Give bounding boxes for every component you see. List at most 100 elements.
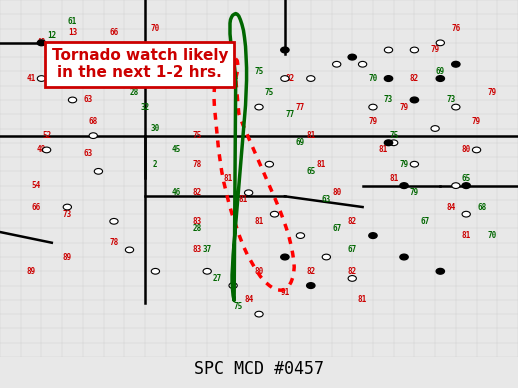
Text: 83: 83 — [192, 245, 202, 255]
Text: 60: 60 — [78, 60, 88, 69]
Text: 70: 70 — [487, 231, 497, 240]
Text: 82: 82 — [348, 217, 357, 226]
Text: 69: 69 — [436, 67, 445, 76]
Text: 29: 29 — [99, 53, 108, 62]
Text: 82: 82 — [192, 188, 202, 197]
Text: 79: 79 — [430, 45, 440, 54]
Circle shape — [384, 140, 393, 146]
Text: 82: 82 — [306, 267, 315, 276]
Circle shape — [37, 76, 46, 81]
Text: 68: 68 — [477, 203, 486, 211]
Text: 79: 79 — [399, 160, 409, 169]
Circle shape — [229, 283, 237, 288]
Text: 79: 79 — [487, 88, 497, 97]
Text: 65: 65 — [462, 174, 471, 183]
Text: 37: 37 — [203, 245, 212, 255]
Text: 78: 78 — [192, 160, 202, 169]
Circle shape — [281, 254, 289, 260]
Text: 81: 81 — [389, 174, 398, 183]
Circle shape — [410, 47, 419, 53]
Text: 75: 75 — [265, 88, 274, 97]
Circle shape — [89, 133, 97, 139]
Text: 81: 81 — [358, 295, 367, 304]
Circle shape — [400, 254, 408, 260]
Circle shape — [281, 47, 289, 53]
Text: 75: 75 — [192, 131, 202, 140]
Text: 69: 69 — [296, 138, 305, 147]
Text: 84: 84 — [244, 295, 253, 304]
Text: 82: 82 — [348, 267, 357, 276]
Text: 79: 79 — [472, 117, 481, 126]
Text: 54: 54 — [32, 181, 41, 190]
Text: 80: 80 — [332, 188, 341, 197]
Text: 75: 75 — [234, 303, 243, 312]
Circle shape — [400, 183, 408, 189]
Text: 66: 66 — [32, 203, 41, 211]
Text: 82: 82 — [285, 74, 295, 83]
Text: 65: 65 — [306, 167, 315, 176]
Text: 61: 61 — [68, 17, 77, 26]
Circle shape — [348, 275, 356, 281]
Circle shape — [296, 233, 305, 239]
Circle shape — [255, 311, 263, 317]
Circle shape — [94, 168, 103, 174]
Text: 80: 80 — [462, 146, 471, 154]
Text: 81: 81 — [462, 231, 471, 240]
Text: 89: 89 — [63, 253, 72, 262]
Text: 75: 75 — [389, 131, 398, 140]
Text: 63: 63 — [322, 196, 331, 204]
Text: 91: 91 — [280, 288, 290, 297]
Text: 48: 48 — [37, 146, 46, 154]
Circle shape — [151, 268, 160, 274]
Text: 45: 45 — [171, 146, 181, 154]
Text: 77: 77 — [285, 110, 295, 119]
Circle shape — [452, 61, 460, 67]
Circle shape — [203, 268, 211, 274]
Text: 46: 46 — [171, 188, 181, 197]
Circle shape — [358, 61, 367, 67]
Text: 81: 81 — [239, 196, 248, 204]
Text: 27: 27 — [213, 274, 222, 283]
Circle shape — [452, 104, 460, 110]
Text: 89: 89 — [26, 267, 36, 276]
Text: 12: 12 — [47, 31, 56, 40]
Text: 80: 80 — [254, 267, 264, 276]
Text: 28: 28 — [120, 67, 129, 76]
Text: 67: 67 — [348, 245, 357, 255]
Circle shape — [436, 268, 444, 274]
Text: 79: 79 — [399, 102, 409, 112]
Circle shape — [452, 183, 460, 189]
Text: 82: 82 — [410, 74, 419, 83]
Text: 73: 73 — [446, 95, 455, 104]
Circle shape — [390, 140, 398, 146]
Text: 79: 79 — [410, 188, 419, 197]
Circle shape — [436, 76, 444, 81]
Text: 79: 79 — [368, 117, 378, 126]
Text: 28: 28 — [130, 88, 139, 97]
Circle shape — [42, 147, 51, 153]
Text: 73: 73 — [63, 210, 72, 219]
Text: 81: 81 — [306, 131, 315, 140]
Circle shape — [265, 161, 274, 167]
Circle shape — [63, 204, 71, 210]
Text: 2: 2 — [153, 160, 157, 169]
Text: 75: 75 — [254, 67, 264, 76]
Circle shape — [348, 54, 356, 60]
Circle shape — [307, 76, 315, 81]
Text: 76: 76 — [451, 24, 461, 33]
Text: Tornado watch likely
in the next 1-2 hrs.: Tornado watch likely in the next 1-2 hrs… — [52, 48, 228, 80]
Circle shape — [322, 254, 330, 260]
Text: 81: 81 — [316, 160, 326, 169]
Circle shape — [410, 97, 419, 103]
Circle shape — [333, 61, 341, 67]
Circle shape — [384, 76, 393, 81]
Text: 73: 73 — [384, 95, 393, 104]
Circle shape — [462, 211, 470, 217]
Text: 63: 63 — [83, 149, 93, 158]
Text: 70: 70 — [368, 74, 378, 83]
Text: 81: 81 — [254, 217, 264, 226]
Circle shape — [244, 190, 253, 196]
Circle shape — [436, 40, 444, 46]
Text: 28: 28 — [192, 224, 202, 233]
Circle shape — [431, 126, 439, 132]
